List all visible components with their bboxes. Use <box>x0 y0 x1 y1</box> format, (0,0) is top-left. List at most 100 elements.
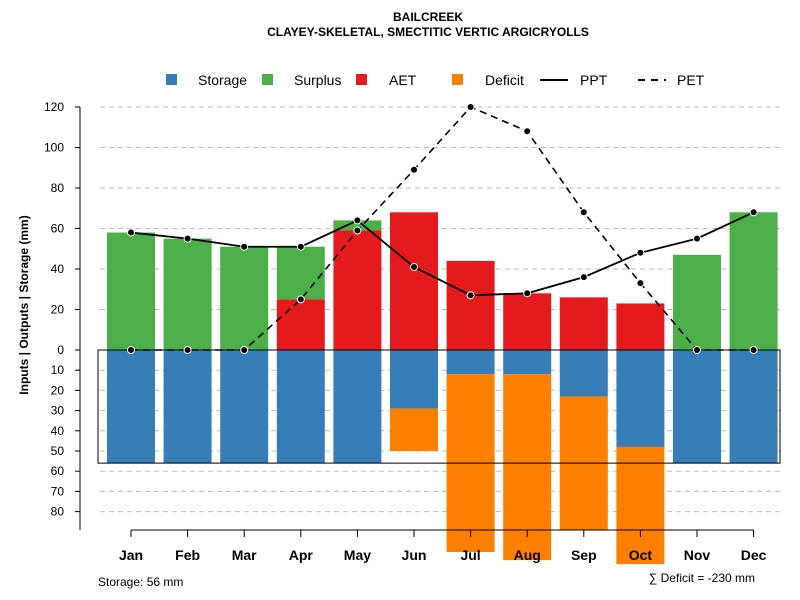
ppt-point-dec <box>749 208 758 217</box>
pet-point-apr <box>296 295 305 304</box>
ppt-point-may <box>353 216 362 225</box>
pet-point-mar <box>240 346 249 354</box>
y-tick-label: 40 <box>51 262 65 276</box>
y-tick-label: 70 <box>51 484 65 498</box>
x-tick-label-apr: Apr <box>289 547 314 563</box>
y-tick-label: 10 <box>51 363 65 377</box>
x-tick-label-jan: Jan <box>119 547 143 563</box>
legend-swatch-surplus <box>262 74 273 85</box>
x-tick-label-oct: Oct <box>629 547 653 563</box>
storage-bar-nov <box>673 350 721 464</box>
legend-label-pet: PET <box>677 72 705 88</box>
storage-bar-apr <box>276 350 325 464</box>
y-tick-label: 120 <box>44 100 64 114</box>
pet-point-aug <box>523 127 532 136</box>
pet-point-sep <box>579 208 588 217</box>
chart-title: BAILCREEK <box>393 10 463 24</box>
ppt-point-aug <box>523 289 532 298</box>
pet-point-jul <box>466 103 475 111</box>
storage-frame <box>97 349 781 464</box>
pet-point-nov <box>693 346 701 354</box>
surplus-bar-dec <box>729 212 778 350</box>
x-axis: Jan Feb Mar Apr May Jun Jul Aug Sep Oct Nov Dec <box>119 529 767 563</box>
x-tick-label-jun: Jun <box>402 547 427 563</box>
aet-bar-apr <box>276 299 325 350</box>
aet-bar-jul <box>446 260 495 350</box>
legend-label-aet: AET <box>389 72 417 88</box>
y-tick-label: 60 <box>51 222 65 236</box>
storage-bar-aug <box>503 350 552 375</box>
x-tick-label-aug: Aug <box>514 547 541 563</box>
surplus-bar-apr <box>276 246 325 300</box>
y-axis: 0 20 40 60 80 100 120 10 20 30 40 50 60 70 80 <box>44 100 81 530</box>
ppt-point-sep <box>579 273 588 282</box>
aet-bar-sep <box>559 297 608 350</box>
deficit-bar-jun <box>390 408 438 451</box>
surplus-bar-jan <box>107 232 155 350</box>
storage-bar-oct <box>616 350 665 447</box>
deficit-bar-oct <box>616 446 665 565</box>
ppt-point-jul <box>466 291 475 300</box>
surplus-bar-nov <box>673 254 721 350</box>
deficit-bar-aug <box>503 374 552 561</box>
legend-swatch-storage <box>166 74 177 85</box>
storage-bar-mar <box>220 350 269 464</box>
ppt-point-oct <box>636 248 645 257</box>
x-tick-label-may: May <box>344 547 371 563</box>
x-tick-label-dec: Dec <box>741 547 767 563</box>
y-tick-label: 0 <box>57 343 64 357</box>
y-tick-label: 20 <box>51 383 65 397</box>
storage-bar-may <box>333 350 382 464</box>
storage-bar-jul <box>446 350 495 375</box>
deficit-footnote: ∑ Deficit = -230 mm <box>649 571 755 585</box>
ppt-point-jun <box>410 262 418 271</box>
aet-bar-jun <box>390 212 438 350</box>
chart-subtitle: CLAYEY-SKELETAL, SMECTITIC VERTIC ARGICR… <box>267 25 589 39</box>
legend-swatch-deficit <box>452 74 463 85</box>
aet-bar-may <box>333 230 382 350</box>
surplus-bar-mar <box>220 246 269 350</box>
x-tick-label-feb: Feb <box>175 547 200 563</box>
ppt-point-mar <box>240 242 249 251</box>
storage-bar-dec <box>729 350 778 464</box>
aet-bar-oct <box>616 303 665 350</box>
x-tick-label-jul: Jul <box>460 547 480 563</box>
storage-footnote: Storage: 56 mm <box>98 575 183 589</box>
y-tick-label: 100 <box>44 141 64 155</box>
pet-point-jan <box>127 346 135 354</box>
y-tick-label: 80 <box>51 181 65 195</box>
storage-bar-sep <box>559 350 608 397</box>
y-tick-label: 20 <box>51 303 65 317</box>
storage-bar-jan <box>107 350 155 464</box>
ppt-point-nov <box>693 234 701 243</box>
legend-label-surplus: Surplus <box>294 72 341 88</box>
aet-bar-aug <box>503 293 552 350</box>
surplus-bar-may <box>333 220 382 231</box>
pet-point-may <box>353 226 362 235</box>
ppt-point-apr <box>296 242 305 251</box>
legend: Storage Surplus AET Deficit PPT PET <box>166 72 705 88</box>
y-tick-label: 40 <box>51 424 65 438</box>
y-tick-label: 80 <box>51 505 65 519</box>
legend-label-deficit: Deficit <box>485 72 524 88</box>
y-tick-label: 50 <box>51 444 65 458</box>
x-tick-label-nov: Nov <box>684 547 711 563</box>
pet-point-oct <box>636 279 645 288</box>
pet-point-dec <box>749 346 758 354</box>
y-tick-label: 30 <box>51 404 65 418</box>
storage-bar-feb <box>163 350 212 464</box>
legend-label-storage: Storage <box>198 72 247 88</box>
ppt-point-feb <box>183 234 192 243</box>
pet-point-feb <box>183 346 192 354</box>
storage-bar-jun <box>390 350 438 409</box>
ppt-point-jan <box>127 228 135 237</box>
legend-swatch-aet <box>356 74 367 85</box>
ppt-line <box>130 211 754 297</box>
lines <box>127 103 758 354</box>
surplus-bar-feb <box>163 238 212 350</box>
x-tick-label-sep: Sep <box>571 547 597 563</box>
y-tick-label: 60 <box>51 464 65 478</box>
y-axis-label: Inputs | Outputs | Storage (mm) <box>17 215 31 394</box>
pet-line <box>131 106 754 351</box>
